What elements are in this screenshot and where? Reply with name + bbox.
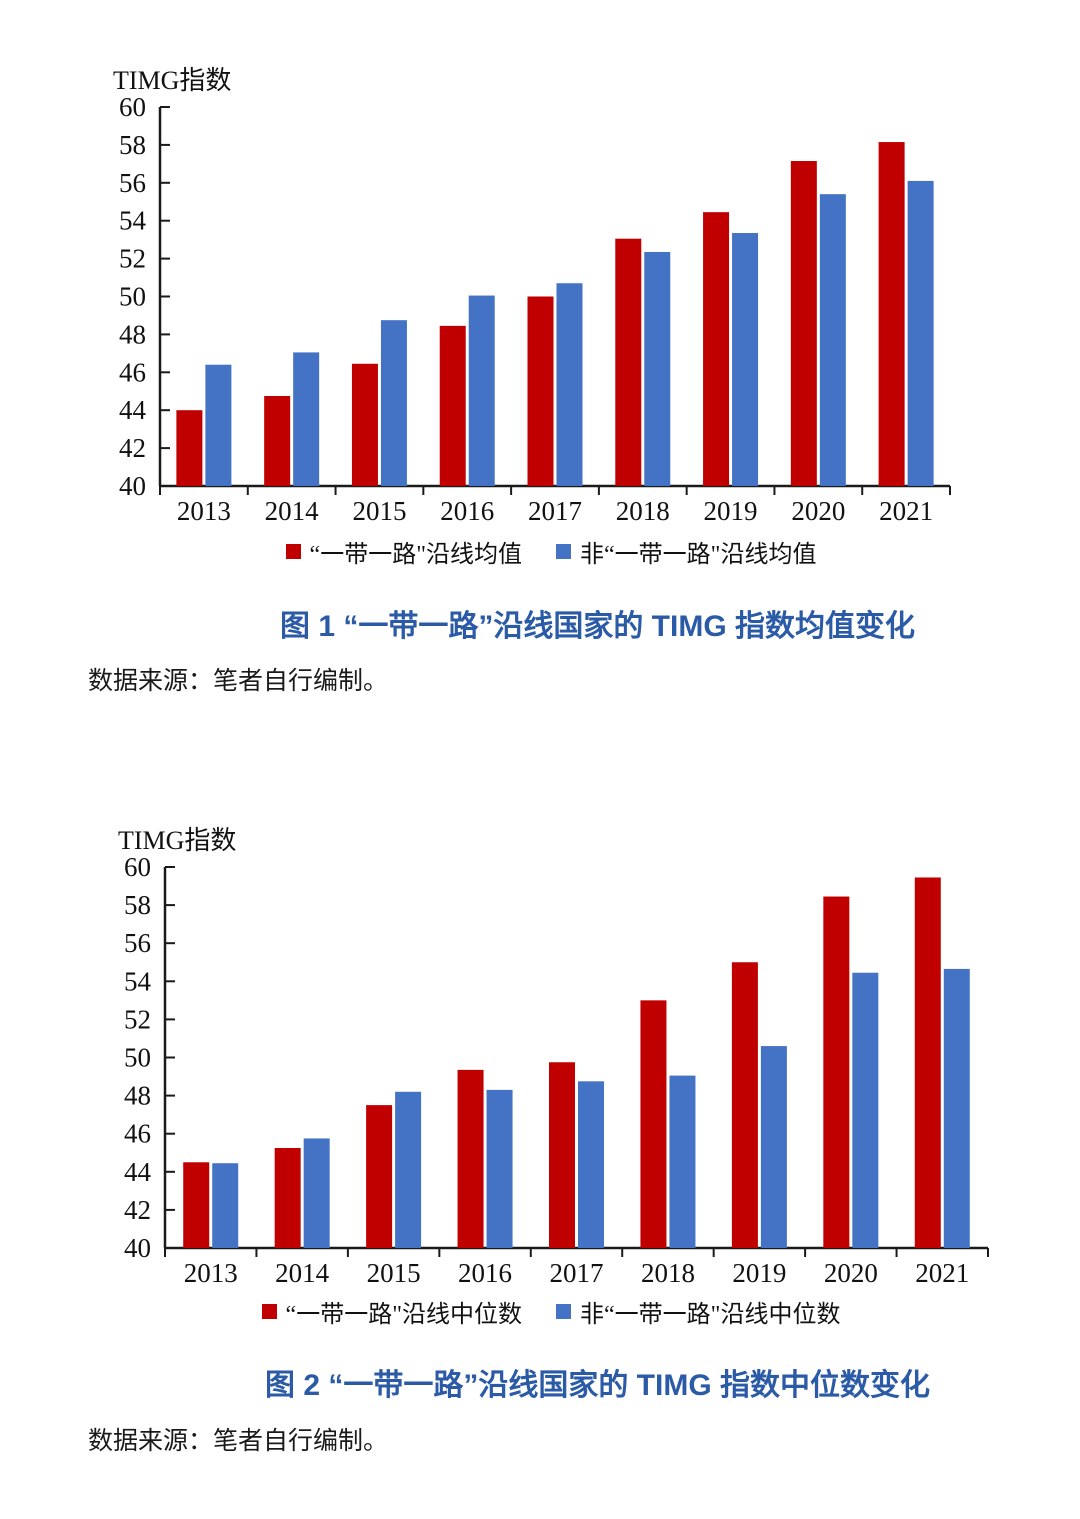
y-tick-label: 56 — [124, 928, 151, 958]
bar-2019-series0 — [703, 212, 730, 487]
x-category-label: 2013 — [184, 1258, 238, 1288]
bar-2017-series1 — [556, 283, 583, 486]
x-category-label: 2019 — [704, 496, 758, 526]
y-tick-label: 54 — [124, 966, 152, 996]
x-category-label: 2021 — [915, 1258, 969, 1288]
bar-2019-series1 — [760, 1046, 787, 1248]
figure-1-title: 图 1 “一带一路”沿线国家的 TIMG 指数均值变化 — [279, 610, 915, 643]
legend-swatch-non-bri-mean — [556, 544, 571, 559]
legend-swatch-bri-median — [261, 1304, 277, 1319]
bar-2014-series1 — [303, 1138, 330, 1248]
bar-2021-series1 — [907, 180, 934, 486]
legend-item-bri-median: “一带一路"沿线中位数 — [261, 1294, 522, 1329]
bar-2019-series0 — [731, 962, 758, 1248]
bar-2016-series1 — [486, 1089, 513, 1248]
x-category-label: 2013 — [177, 496, 231, 526]
y-tick-label: 50 — [119, 282, 146, 312]
y-tick-label: 48 — [119, 319, 146, 349]
figure-2-title: 图 2 “一带一路”沿线国家的 TIMG 指数中位数变化 — [264, 1369, 930, 1402]
x-category-label: 2020 — [824, 1258, 878, 1288]
bar-2017-series0 — [527, 296, 554, 486]
bar-2020-series0 — [823, 896, 850, 1248]
bar-2020-series1 — [819, 194, 846, 487]
bar-2013-series0 — [176, 410, 203, 486]
y-tick-label: 56 — [119, 168, 146, 198]
x-category-label: 2018 — [641, 1258, 695, 1288]
bar-2015-series0 — [351, 363, 378, 486]
bar-2014-series0 — [264, 395, 291, 486]
x-category-label: 2017 — [528, 496, 582, 526]
x-category-label: 2016 — [458, 1258, 512, 1288]
legend-label-non-bri-median: 非“一带一路"沿线中位数 — [580, 1302, 841, 1328]
y-tick-label: 42 — [124, 1195, 151, 1225]
bar-2018-series1 — [669, 1075, 696, 1248]
x-category-label: 2017 — [550, 1258, 604, 1288]
bar-2015-series0 — [366, 1105, 393, 1248]
bar-2016-series0 — [457, 1069, 484, 1248]
bar-2020-series1 — [852, 972, 879, 1248]
legend-swatch-non-bri-median — [556, 1304, 571, 1319]
legend-item-non-bri-mean: 非“一带一路"沿线均值 — [556, 534, 816, 569]
x-category-label: 2018 — [616, 496, 670, 526]
bar-2017-series0 — [549, 1062, 575, 1248]
figure-1-y-axis-title: TIMG指数 — [113, 66, 232, 95]
y-tick-label: 48 — [124, 1081, 151, 1111]
bar-2015-series1 — [395, 1091, 422, 1248]
bar-2014-series0 — [274, 1147, 301, 1248]
bar-2016-series1 — [468, 295, 495, 486]
figure-1-source: 数据来源：笔者自行编制。 — [88, 668, 389, 695]
y-tick-label: 50 — [124, 1043, 151, 1073]
bar-chart-median: 40 42 44 46 48 50 52 54 56 58 60 2013 2014 2015 2016 20… — [124, 852, 989, 1288]
x-category-label: 2020 — [791, 496, 845, 526]
y-tick-label: 44 — [119, 395, 147, 425]
bar-2013-series1 — [205, 364, 232, 486]
bar-2018-series0 — [615, 238, 642, 486]
legend-swatch-bri-mean — [285, 544, 301, 559]
y-tick-label: 40 — [124, 1233, 151, 1263]
y-tick-label: 58 — [119, 130, 146, 160]
bar-2021-series0 — [878, 142, 905, 486]
legend-label-bri-mean: “一带一路"沿线均值 — [309, 542, 522, 568]
y-tick-label: 42 — [119, 433, 146, 463]
x-category-label: 2021 — [879, 496, 933, 526]
bar-2018-series1 — [644, 251, 671, 486]
legend-item-bri-mean: “一带一路"沿线均值 — [285, 534, 522, 569]
figure-2-source: 数据来源：笔者自行编制。 — [88, 1428, 389, 1455]
bar-chart-mean: 40 42 44 46 48 50 52 54 56 58 60 2013 2014 2015 2016 20… — [119, 92, 951, 526]
legend-label-non-bri-mean: 非“一带一路"沿线均值 — [580, 542, 817, 568]
legend-label-bri-median: “一带一路"沿线中位数 — [285, 1302, 522, 1328]
figure-2-y-axis-title: TIMG指数 — [118, 826, 237, 855]
bar-2021-series1 — [943, 968, 970, 1248]
bar-2021-series0 — [914, 877, 941, 1248]
figure-1-legend: “一带一路"沿线均值 非“一带一路"沿线均值 — [0, 534, 1080, 569]
x-category-label: 2014 — [275, 1258, 330, 1288]
y-tick-label: 60 — [124, 852, 151, 882]
y-tick-label: 40 — [119, 471, 146, 501]
bar-2013-series1 — [212, 1163, 239, 1248]
y-tick-label: 46 — [119, 357, 146, 387]
x-category-label: 2015 — [367, 1258, 421, 1288]
bar-2014-series1 — [293, 352, 320, 486]
bar-2015-series1 — [380, 320, 407, 486]
bar-2020-series0 — [790, 161, 817, 486]
y-tick-label: 46 — [124, 1119, 151, 1149]
x-category-label: 2019 — [732, 1258, 786, 1288]
y-tick-label: 60 — [119, 92, 146, 122]
x-category-label: 2016 — [440, 496, 494, 526]
y-tick-label: 54 — [119, 206, 147, 236]
bar-2013-series0 — [183, 1162, 210, 1248]
bar-2019-series1 — [732, 233, 759, 486]
x-category-label: 2015 — [352, 496, 406, 526]
bar-2016-series0 — [439, 325, 466, 486]
bar-2018-series0 — [640, 1000, 667, 1248]
x-category-label: 2014 — [265, 496, 320, 526]
y-tick-label: 52 — [119, 244, 146, 274]
y-tick-label: 52 — [124, 1004, 151, 1034]
bar-2017-series1 — [578, 1081, 604, 1248]
legend-item-non-bri-median: 非“一带一路"沿线中位数 — [556, 1294, 840, 1329]
y-tick-label: 44 — [124, 1157, 152, 1187]
figure-2-legend: “一带一路"沿线中位数 非“一带一路"沿线中位数 — [0, 1294, 1080, 1329]
y-tick-label: 58 — [124, 890, 151, 920]
